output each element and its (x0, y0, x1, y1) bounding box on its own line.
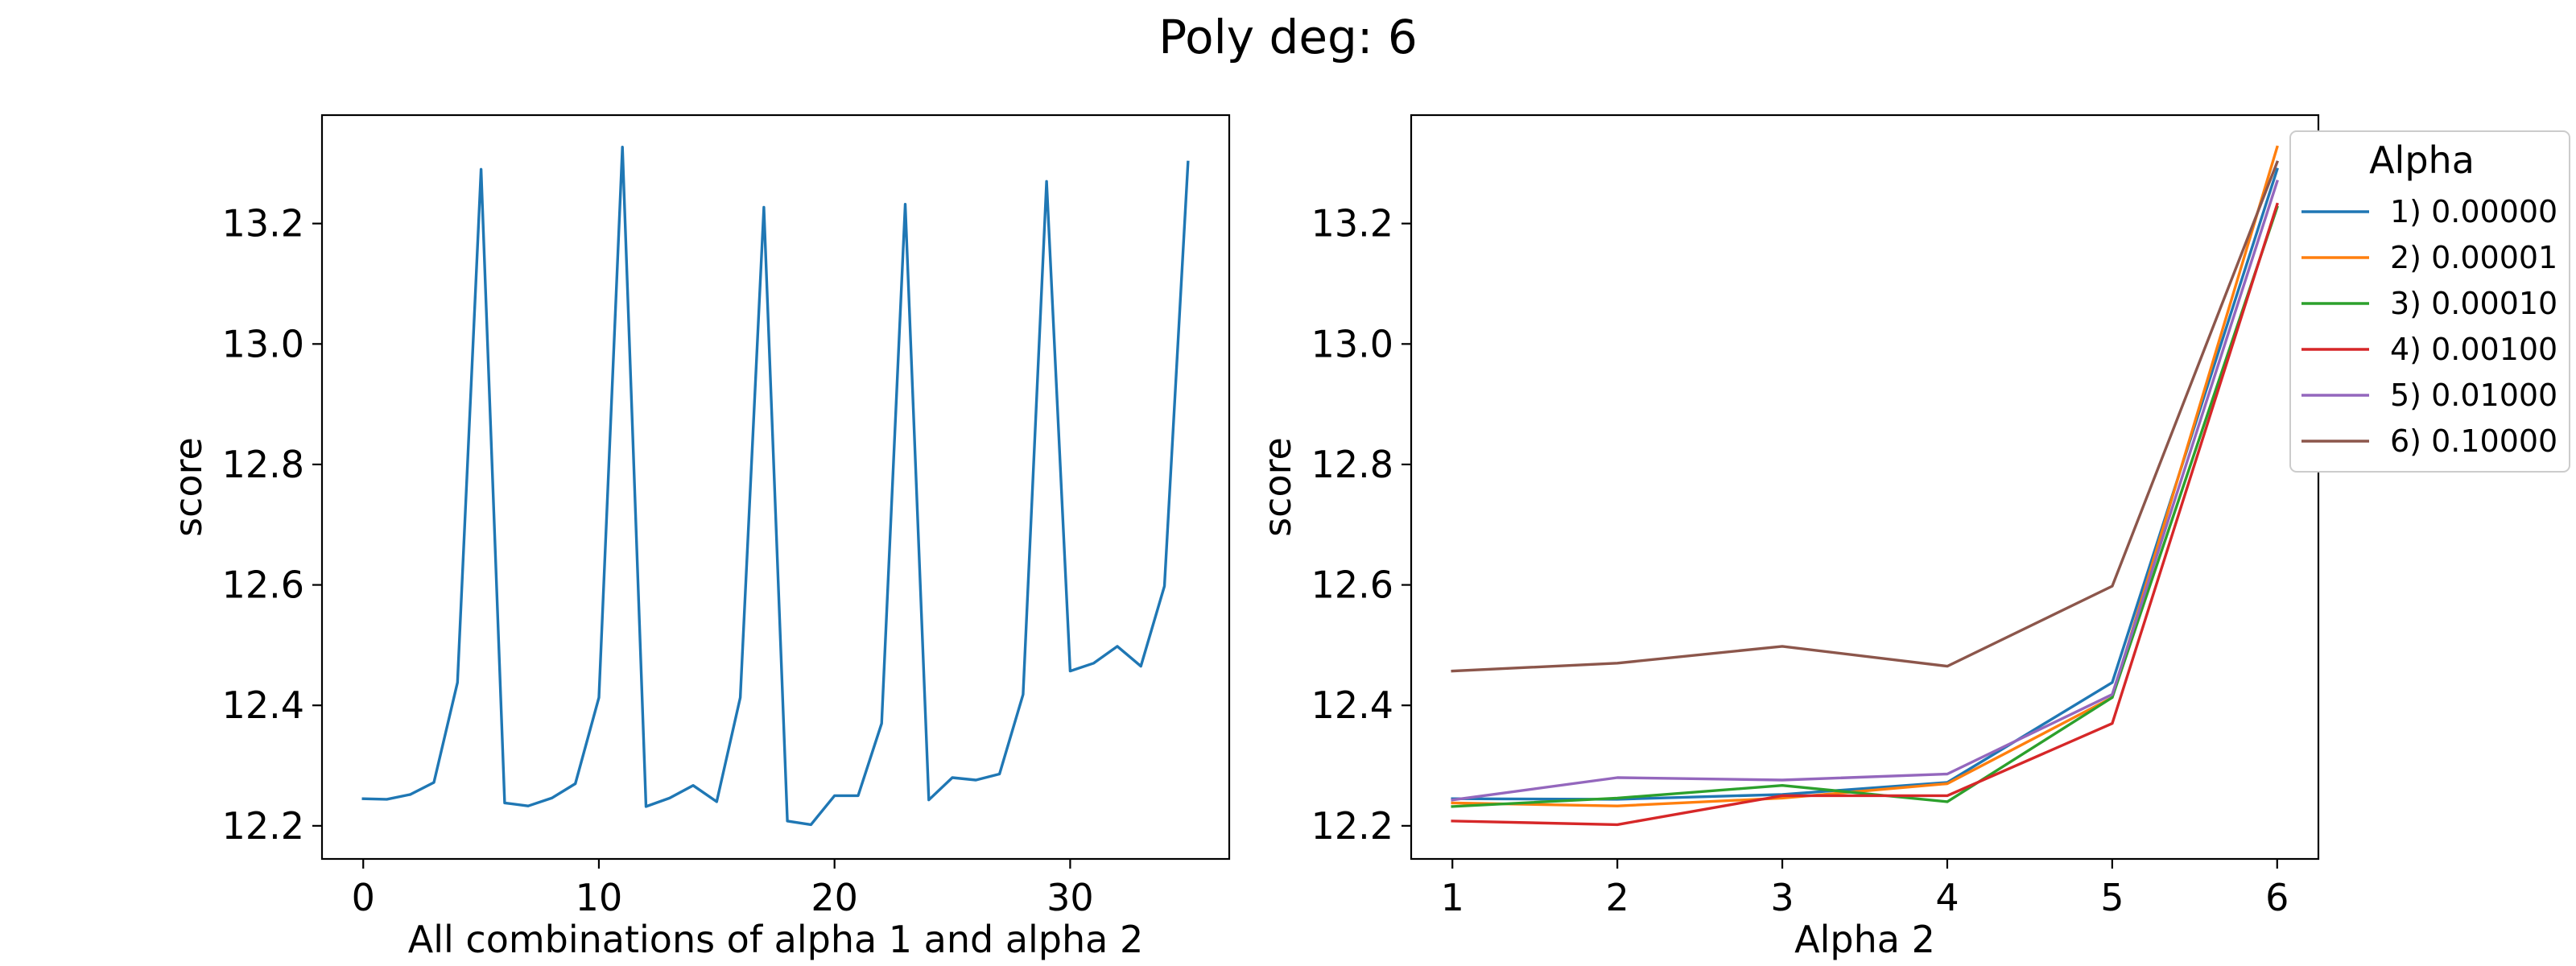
legend-entry-label: 2) 0.00001 (2390, 240, 2557, 275)
plot-frame (1410, 114, 2320, 861)
y-tick-label: 13.0 (1311, 322, 1393, 365)
x-tick-label: 6 (2265, 876, 2289, 919)
x-tick-label: 1 (1441, 876, 1464, 919)
x-tick-label: 0 (352, 876, 375, 919)
x-tick-label: 30 (1046, 876, 1094, 919)
x-axis-label: All combinations of alpha 1 and alpha 2 (408, 918, 1143, 961)
legend-entry-label: 3) 0.00010 (2390, 286, 2557, 321)
y-axis-label: score (167, 437, 210, 537)
series-line-6 (1451, 160, 2280, 673)
y-tick-label: 13.2 (222, 202, 304, 246)
series-line-1 (361, 145, 1190, 827)
series-line-1 (1451, 167, 2279, 801)
legend-title: Alpha (2369, 138, 2475, 182)
y-tick-label: 12.6 (1311, 564, 1393, 607)
y-axis-label: score (1256, 437, 1299, 537)
legend-entry-label: 4) 0.00100 (2390, 332, 2557, 367)
right-plot: 1 2 3 4 5 6 12.2 12.4 12.6 12.8 13.0 13.2 Alpha 2 sco… (1256, 114, 2320, 961)
series-line-4 (1451, 202, 2279, 827)
y-tick-label: 13.2 (1311, 202, 1393, 246)
y-tick-label: 12.8 (222, 443, 304, 486)
legend: Alpha 1) 0.00000 2) 0.00001 3) 0.00010 4) 0.… (2289, 130, 2570, 473)
x-tick-label: 2 (1605, 876, 1629, 919)
plot-frame (320, 114, 1231, 861)
x-tick-label: 5 (2100, 876, 2124, 919)
legend-entry-label: 5) 0.01000 (2390, 378, 2557, 413)
legend-frame (2289, 130, 2570, 473)
y-tick-label: 12.4 (222, 683, 304, 727)
figure-title: Poly deg: 6 (1158, 10, 1417, 64)
left-plot: 0 10 20 30 12.2 12.4 12.6 12.8 13.0 13.2 All combi… (167, 114, 1231, 961)
y-tick-label: 12.2 (222, 804, 304, 848)
x-tick-label: 3 (1770, 876, 1794, 919)
x-tick-label: 4 (1935, 876, 1959, 919)
y-tick-label: 13.0 (222, 322, 304, 365)
x-axis-label: Alpha 2 (1794, 918, 1935, 961)
y-tick-label: 12.2 (1311, 804, 1393, 848)
x-tick-label: 20 (811, 876, 858, 919)
legend-entry-label: 1) 0.00000 (2390, 194, 2557, 229)
series-line-5 (1451, 180, 2279, 802)
y-tick-label: 12.6 (222, 564, 304, 607)
y-tick-label: 12.4 (1311, 683, 1393, 727)
legend-entry-label: 6) 0.10000 (2390, 423, 2557, 459)
series-line-3 (1451, 205, 2279, 808)
y-tick-label: 12.8 (1311, 443, 1393, 486)
x-tick-label: 10 (576, 876, 623, 919)
